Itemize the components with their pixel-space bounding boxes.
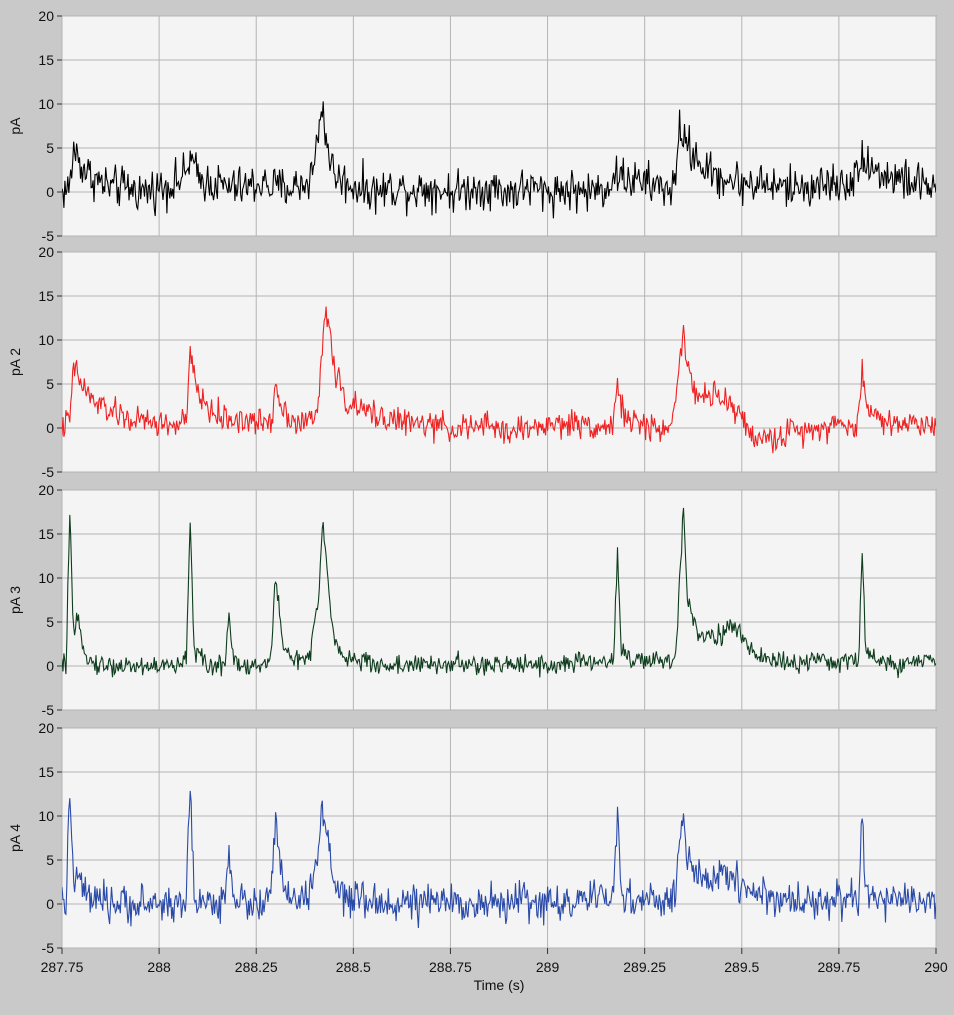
y-tick-label: -5: [42, 940, 55, 956]
x-tick-label: 288.5: [336, 959, 371, 975]
y-axis-label: pA: [7, 117, 23, 135]
x-tick-label: 289: [536, 959, 560, 975]
y-tick-label: 20: [38, 482, 54, 498]
y-tick-label: 10: [38, 332, 54, 348]
y-tick-label: 15: [38, 52, 54, 68]
series-line-4: [62, 790, 936, 929]
y-tick-label: 15: [38, 764, 54, 780]
x-tick-label: 288.75: [429, 959, 472, 975]
series-line-2: [62, 306, 936, 454]
x-tick-label: 287.75: [41, 959, 84, 975]
y-tick-label: 10: [38, 96, 54, 112]
y-axis-label: pA 2: [7, 348, 23, 376]
series-line-1: [62, 101, 936, 219]
panel-3: 20 15 10 5 0 -5 pA 3: [7, 482, 937, 718]
y-tick-label: 20: [38, 244, 54, 260]
x-tick-label: 289.5: [724, 959, 759, 975]
x-tick-label: 290: [924, 959, 948, 975]
y-tick-label: -5: [42, 702, 55, 718]
plot-area: [61, 489, 937, 711]
y-tick-label: 15: [38, 288, 54, 304]
y-tick-label: 5: [46, 614, 54, 630]
x-tick-label: 288: [147, 959, 171, 975]
x-axis-label: Time (s): [474, 977, 525, 993]
y-tick-label: -5: [42, 228, 55, 244]
y-tick-label: 0: [46, 658, 54, 674]
y-tick-label: 5: [46, 852, 54, 868]
y-tick-label: 10: [38, 808, 54, 824]
plot-area: [61, 251, 937, 473]
y-tick-label: 0: [46, 184, 54, 200]
x-tick-label: 289.75: [817, 959, 860, 975]
y-tick-label: 0: [46, 420, 54, 436]
panel-4: 20 15 10 5 0 -5 pA 4: [7, 720, 937, 956]
x-tick-label: 289.25: [623, 959, 666, 975]
y-tick-label: 10: [38, 570, 54, 586]
y-tick-label: 15: [38, 526, 54, 542]
y-tick-label: 0: [46, 896, 54, 912]
plot-area: [61, 727, 937, 949]
y-axis-label: pA 3: [7, 586, 23, 614]
series-line-3: [62, 507, 936, 679]
y-tick-label: 20: [38, 720, 54, 736]
y-tick-label: 5: [46, 376, 54, 392]
y-axis-label: pA 4: [7, 824, 23, 852]
y-tick-label: 5: [46, 140, 54, 156]
y-tick-label: 20: [38, 8, 54, 24]
plot-area: [61, 15, 937, 237]
x-tick-label: 288.25: [235, 959, 278, 975]
panel-1: 20 15 10 5 0 -5 pA: [7, 8, 937, 244]
panel-2: 20 15 10 5 0 -5 pA 2: [7, 244, 937, 480]
y-tick-label: -5: [42, 464, 55, 480]
